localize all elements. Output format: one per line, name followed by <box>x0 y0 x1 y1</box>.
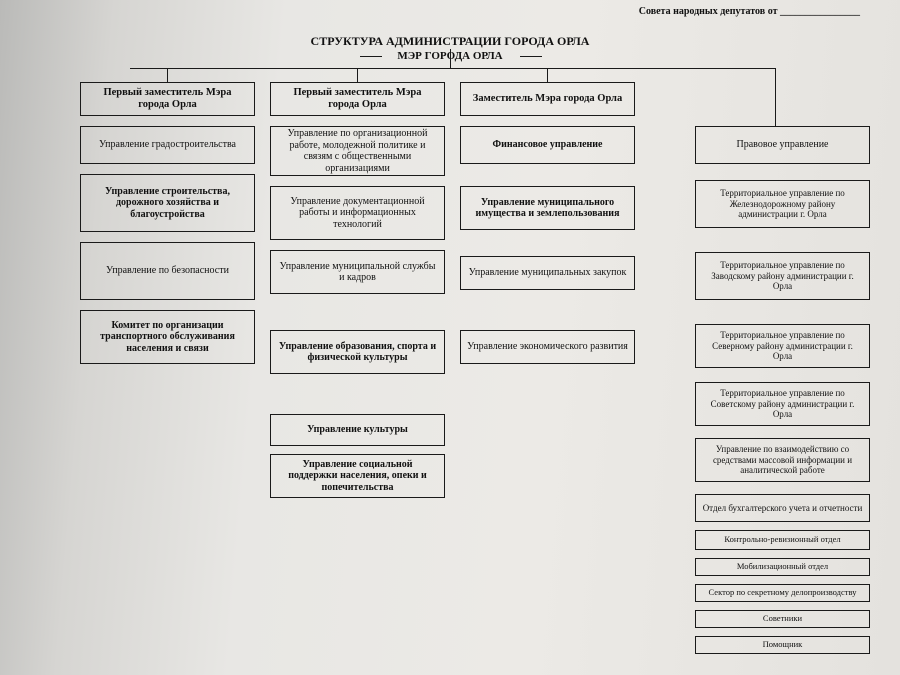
col2-item-5: Управление социальной поддержки населени… <box>270 454 445 498</box>
col3-item-3: Управление экономического развития <box>460 330 635 364</box>
right-item-11: Помощник <box>695 636 870 654</box>
right-item-9: Сектор по секретному делопроизводству <box>695 584 870 602</box>
col2-item-4: Управление культуры <box>270 414 445 446</box>
connector-v-main <box>450 49 451 68</box>
col1-item-0: Управление градостроительства <box>80 126 255 164</box>
subtitle-tick-right <box>520 56 542 57</box>
right-item-1: Территориальное управление по Железнодор… <box>695 180 870 228</box>
col1-item-1: Управление строительства, дорожного хозя… <box>80 174 255 232</box>
col3-item-0: Финансовое управление <box>460 126 635 164</box>
col2-item-0: Управление по организационной работе, мо… <box>270 126 445 176</box>
org-chart-sheet: { "header": { "top_note": "Совета народн… <box>0 0 900 675</box>
right-item-3: Территориальное управление по Северному … <box>695 324 870 368</box>
right-item-7: Контрольно-ревизионный отдел <box>695 530 870 550</box>
right-item-8: Мобилизационный отдел <box>695 558 870 576</box>
col2-item-1: Управление документационной работы и инф… <box>270 186 445 240</box>
chart-title: СТРУКТУРА АДМИНИСТРАЦИИ ГОРОДА ОРЛА <box>0 34 900 49</box>
col2-head: Первый заместитель Мэра города Орла <box>270 82 445 116</box>
col3-item-1: Управление муниципального имущества и зе… <box>460 186 635 230</box>
connector-v2 <box>357 68 358 82</box>
right-item-6: Отдел бухгалтерского учета и отчетности <box>695 494 870 522</box>
subtitle-tick-left <box>360 56 382 57</box>
right-item-2: Территориальное управление по Заводскому… <box>695 252 870 300</box>
col3-item-2: Управление муниципальных закупок <box>460 256 635 290</box>
right-item-5: Управление по взаимодействию со средства… <box>695 438 870 482</box>
top-note: Совета народных депутатов от ___________… <box>639 6 860 17</box>
col1-head: Первый заместитель Мэра города Орла <box>80 82 255 116</box>
col2-item-3: Управление образования, спорта и физичес… <box>270 330 445 374</box>
col3-head: Заместитель Мэра города Орла <box>460 82 635 116</box>
connector-v3 <box>547 68 548 82</box>
col1-item-2: Управление по безопасности <box>80 242 255 300</box>
connector-v4 <box>775 68 776 126</box>
col2-item-2: Управление муниципальной службы и кадров <box>270 250 445 294</box>
connector-hline <box>130 68 775 69</box>
col1-item-3: Комитет по организации транспортного обс… <box>80 310 255 364</box>
right-item-0: Правовое управление <box>695 126 870 164</box>
right-item-10: Советники <box>695 610 870 628</box>
right-item-4: Территориальное управление по Советскому… <box>695 382 870 426</box>
connector-v1 <box>167 68 168 82</box>
